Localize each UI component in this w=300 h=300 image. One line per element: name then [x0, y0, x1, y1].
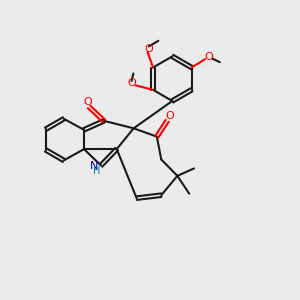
Text: O: O — [166, 111, 175, 122]
Text: N: N — [90, 161, 98, 171]
Text: O: O — [205, 52, 214, 62]
Text: H: H — [93, 167, 101, 176]
Text: O: O — [127, 78, 136, 88]
Text: O: O — [83, 98, 92, 107]
Text: O: O — [145, 44, 153, 54]
